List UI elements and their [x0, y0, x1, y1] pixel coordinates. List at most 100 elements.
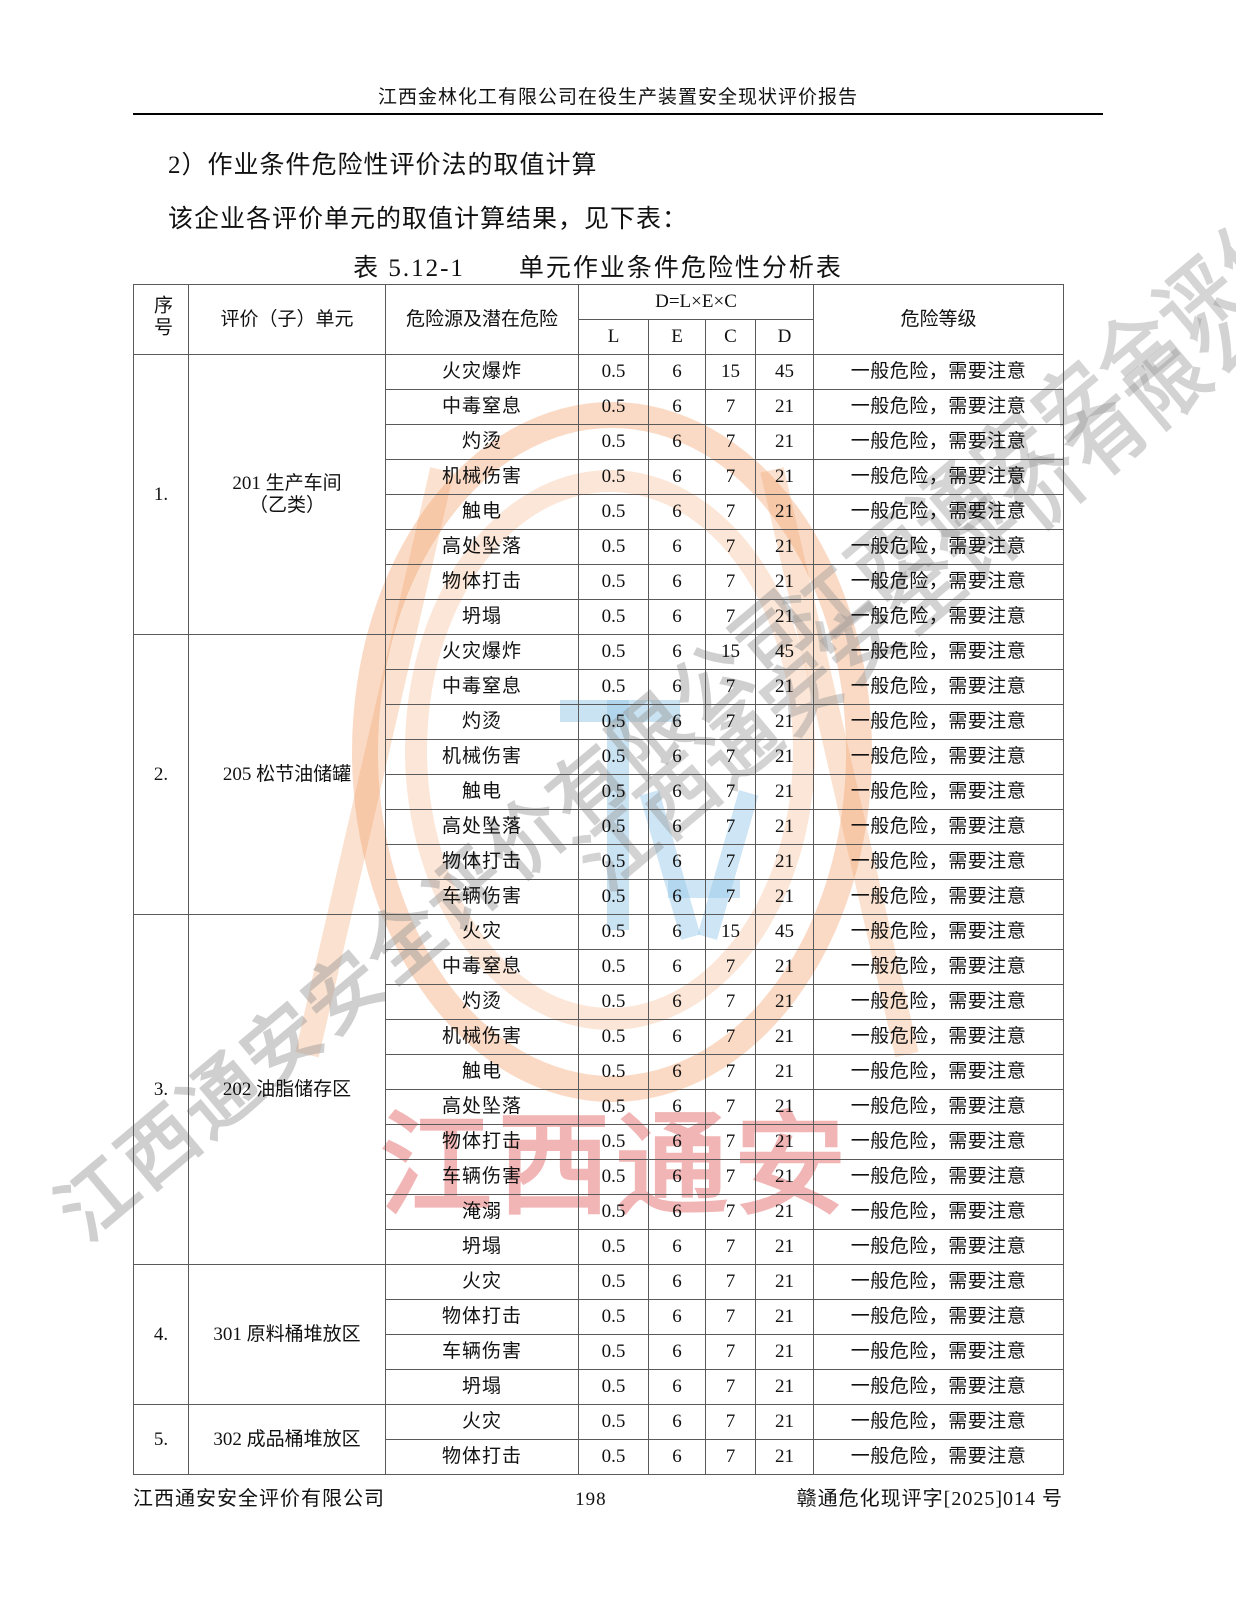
e-value-cell: 6 — [648, 389, 706, 425]
risk-level-cell: 一般危险，需要注意 — [813, 739, 1065, 775]
header-level: 危险等级 — [813, 284, 1065, 355]
c-value-cell: 7 — [705, 529, 756, 565]
table-row: 中毒窒息 0.5 6 7 21 一般危险，需要注意 — [134, 949, 1065, 985]
e-value-cell: 6 — [648, 1019, 706, 1055]
d-value-cell: 21 — [754, 1229, 815, 1265]
table-row: 坍塌 0.5 6 7 21 一般危险，需要注意 — [134, 1369, 1065, 1405]
hazard-cell: 火灾 — [385, 1264, 579, 1300]
d-value-cell: 21 — [754, 529, 815, 565]
hazard-cell: 火灾 — [385, 1404, 579, 1440]
c-value-cell: 7 — [705, 1159, 756, 1195]
l-value-cell: 0.5 — [578, 1229, 649, 1265]
table-row: 车辆伤害 0.5 6 7 21 一般危险，需要注意 — [134, 879, 1065, 915]
d-value-cell: 21 — [754, 984, 815, 1020]
l-value-cell: 0.5 — [578, 914, 649, 950]
evaluation-unit-cell: 201 生产车间 （乙类） — [188, 354, 386, 635]
row-number-cell: 2. — [133, 634, 189, 915]
e-value-cell: 6 — [648, 949, 706, 985]
l-value-cell: 0.5 — [578, 774, 649, 810]
e-value-cell: 6 — [648, 669, 706, 705]
l-value-cell: 0.5 — [578, 1439, 649, 1475]
c-value-cell: 7 — [705, 1264, 756, 1300]
d-value-cell: 21 — [754, 1299, 815, 1335]
row-number-cell: 5. — [133, 1404, 189, 1475]
table-header-row-1: 序号 评价（子）单元 危险源及潜在危险 D=L×E×C 危险等级 — [133, 284, 1065, 355]
table-row: 坍塌 0.5 6 7 21 一般危险，需要注意 — [134, 1229, 1065, 1265]
hazard-cell: 坍塌 — [385, 1229, 579, 1265]
c-value-cell: 7 — [705, 389, 756, 425]
e-value-cell: 6 — [648, 844, 706, 880]
c-value-cell: 7 — [705, 1019, 756, 1055]
evaluation-unit-cell: 205 松节油储罐 — [188, 634, 386, 915]
c-value-cell: 7 — [705, 879, 756, 915]
table-row: 灼烫 0.5 6 7 21 一般危险，需要注意 — [134, 984, 1065, 1020]
risk-level-cell: 一般危险，需要注意 — [813, 389, 1065, 425]
header-divider — [133, 113, 1103, 115]
c-value-cell: 7 — [705, 949, 756, 985]
hazard-cell: 车辆伤害 — [385, 1334, 579, 1370]
hazard-cell: 高处坠落 — [385, 529, 579, 565]
l-value-cell: 0.5 — [578, 704, 649, 740]
c-value-cell: 7 — [705, 1369, 756, 1405]
risk-level-cell: 一般危险，需要注意 — [813, 1019, 1065, 1055]
evaluation-unit-line1: 201 生产车间 — [232, 472, 342, 494]
e-value-cell: 6 — [648, 494, 706, 530]
table-row: 高处坠落 0.5 6 7 21 一般危险，需要注意 — [134, 529, 1065, 565]
c-value-cell: 7 — [705, 599, 756, 635]
d-value-cell: 21 — [754, 1369, 815, 1405]
c-value-cell: 7 — [705, 1194, 756, 1230]
hazard-cell: 机械伤害 — [385, 459, 579, 495]
c-value-cell: 7 — [705, 1439, 756, 1475]
e-value-cell: 6 — [648, 634, 706, 670]
table-row: 物体打击 0.5 6 7 21 一般危险，需要注意 — [134, 1124, 1065, 1160]
table-row: 中毒窒息 0.5 6 7 21 一般危险，需要注意 — [134, 669, 1065, 705]
e-value-cell: 6 — [648, 1229, 706, 1265]
risk-level-cell: 一般危险，需要注意 — [813, 809, 1065, 845]
c-value-cell: 7 — [705, 809, 756, 845]
table-row: 物体打击 0.5 6 7 21 一般危险，需要注意 — [134, 844, 1065, 880]
d-value-cell: 21 — [754, 1089, 815, 1125]
e-value-cell: 6 — [648, 599, 706, 635]
risk-level-cell: 一般危险，需要注意 — [813, 599, 1065, 635]
risk-level-cell: 一般危险，需要注意 — [813, 459, 1065, 495]
risk-analysis-table: 序号 评价（子）单元 危险源及潜在危险 D=L×E×C 危险等级 L E C D… — [133, 284, 1065, 1475]
l-value-cell: 0.5 — [578, 1264, 649, 1300]
d-value-cell: 21 — [754, 1019, 815, 1055]
risk-level-cell: 一般危险，需要注意 — [813, 1404, 1065, 1440]
row-number-cell: 3. — [133, 914, 189, 1265]
c-value-cell: 7 — [705, 1229, 756, 1265]
d-value-cell: 21 — [754, 564, 815, 600]
hazard-cell: 中毒窒息 — [385, 669, 579, 705]
risk-level-cell: 一般危险，需要注意 — [813, 634, 1065, 670]
d-value-cell: 21 — [754, 494, 815, 530]
l-value-cell: 0.5 — [578, 424, 649, 460]
l-value-cell: 0.5 — [578, 634, 649, 670]
d-value-cell: 21 — [754, 389, 815, 425]
hazard-cell: 触电 — [385, 1054, 579, 1090]
risk-level-cell: 一般危险，需要注意 — [813, 1299, 1065, 1335]
e-value-cell: 6 — [648, 739, 706, 775]
e-value-cell: 6 — [648, 529, 706, 565]
e-value-cell: 6 — [648, 564, 706, 600]
table-row: 物体打击 0.5 6 7 21 一般危险，需要注意 — [134, 1439, 1065, 1475]
e-value-cell: 6 — [648, 1194, 706, 1230]
risk-level-cell: 一般危险，需要注意 — [813, 949, 1065, 985]
l-value-cell: 0.5 — [578, 459, 649, 495]
l-value-cell: 0.5 — [578, 949, 649, 985]
l-value-cell: 0.5 — [578, 389, 649, 425]
d-value-cell: 45 — [754, 354, 815, 390]
e-value-cell: 6 — [648, 809, 706, 845]
evaluation-unit-line1: 202 油脂储存区 — [222, 1078, 352, 1100]
e-value-cell: 6 — [648, 1124, 706, 1160]
e-value-cell: 6 — [648, 1159, 706, 1195]
e-value-cell: 6 — [648, 1334, 706, 1370]
c-value-cell: 7 — [705, 1404, 756, 1440]
e-value-cell: 6 — [648, 704, 706, 740]
e-value-cell: 6 — [648, 459, 706, 495]
header-hazard: 危险源及潜在危险 — [385, 284, 579, 355]
table-header: 序号 评价（子）单元 危险源及潜在危险 D=L×E×C 危险等级 L E C D — [133, 284, 1065, 355]
footer-doc-number: 赣通危化现评字[2025]014 号 — [796, 1488, 1063, 1510]
d-value-cell: 21 — [754, 844, 815, 880]
table-row: 车辆伤害 0.5 6 7 21 一般危险，需要注意 — [134, 1159, 1065, 1195]
table-row: 触电 0.5 6 7 21 一般危险，需要注意 — [134, 774, 1065, 810]
